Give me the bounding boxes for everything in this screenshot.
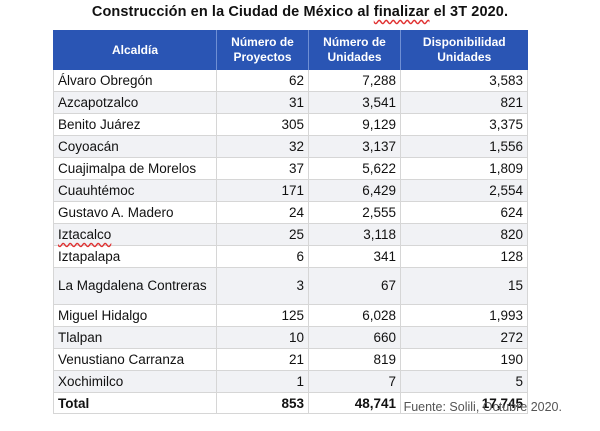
cell-alcaldia: Iztacalco (53, 223, 217, 246)
cell-numero-proyectos: 305 (216, 113, 309, 136)
cell-numero-unidades: 3,541 (308, 91, 401, 114)
cell-alcaldia-text: Iztacalco (58, 227, 112, 242)
table-row: Cuauhtémoc 171 6,429 2,554 (53, 179, 528, 202)
table-row: Iztacalco 25 3,118 820 (53, 223, 528, 246)
cell-alcaldia: Cuajimalpa de Morelos (53, 157, 217, 180)
cell-numero-unidades: 660 (308, 326, 401, 349)
table-title-end: el 3T 2020. (429, 4, 509, 20)
cell-numero-proyectos: 32 (216, 135, 309, 158)
cell-numero-unidades: 6,028 (308, 304, 401, 327)
cell-alcaldia: Gustavo A. Madero (53, 201, 217, 224)
table-row: Cuajimalpa de Morelos 37 5,622 1,809 (53, 157, 528, 180)
cell-disponibilidad-unidades: 624 (400, 201, 528, 224)
cell-numero-proyectos: 31 (216, 91, 309, 114)
cell-disponibilidad-unidades: 3,375 (400, 113, 528, 136)
cell-alcaldia: La Magdalena Contreras (53, 267, 217, 305)
cell-disponibilidad-unidades: 2,554 (400, 179, 528, 202)
cell-alcaldia: Tlalpan (53, 326, 217, 349)
header-numero-unidades: Número de Unidades (308, 30, 401, 70)
header-numero-proyectos: Número de Proyectos (216, 30, 309, 70)
cell-alcaldia: Cuauhtémoc (53, 179, 217, 202)
cell-numero-proyectos: 125 (216, 304, 309, 327)
cell-disponibilidad-unidades: 1,993 (400, 304, 528, 327)
table-row: Miguel Hidalgo 125 6,028 1,993 (53, 304, 528, 327)
cell-numero-unidades: 3,118 (308, 223, 401, 246)
table-row: Gustavo A. Madero 24 2,555 624 (53, 201, 528, 224)
cell-numero-unidades: 3,137 (308, 135, 401, 158)
total-disponibilidad: 17,745 (400, 392, 528, 414)
cell-disponibilidad-unidades: 3,583 (400, 70, 528, 92)
table-title: Construcción en la Ciudad de México al f… (0, 4, 600, 20)
total-unidades: 48,741 (308, 392, 401, 414)
cell-numero-proyectos: 21 (216, 348, 309, 371)
cell-numero-unidades: 6,429 (308, 179, 401, 202)
cell-disponibilidad-unidades: 272 (400, 326, 528, 349)
cell-disponibilidad-unidades: 5 (400, 370, 528, 393)
table-row: Azcapotzalco 31 3,541 821 (53, 91, 528, 114)
cell-disponibilidad-unidades: 1,556 (400, 135, 528, 158)
cell-numero-unidades: 341 (308, 245, 401, 268)
header-alcaldia: Alcaldía (53, 30, 217, 70)
cell-numero-proyectos: 24 (216, 201, 309, 224)
cell-disponibilidad-unidades: 190 (400, 348, 528, 371)
table-row: Venustiano Carranza 21 819 190 (53, 348, 528, 371)
cell-alcaldia: Iztapalapa (53, 245, 217, 268)
cell-numero-proyectos: 25 (216, 223, 309, 246)
cell-numero-proyectos: 1 (216, 370, 309, 393)
cell-disponibilidad-unidades: 820 (400, 223, 528, 246)
table-row: Coyoacán 32 3,137 1,556 (53, 135, 528, 158)
table-row: Xochimilco 1 7 5 (53, 370, 528, 393)
construction-table: Alcaldía Número de Proyectos Número de U… (53, 30, 528, 414)
cell-alcaldia: Azcapotzalco (53, 91, 217, 114)
header-disponibilidad-unidades: Disponibilidad Unidades (400, 30, 528, 70)
cell-disponibilidad-unidades: 1,809 (400, 157, 528, 180)
table-title-start: Construcción en la Ciudad de México al (91, 4, 374, 20)
cell-numero-unidades: 7,288 (308, 70, 401, 92)
cell-alcaldia: Venustiano Carranza (53, 348, 217, 371)
cell-numero-unidades: 5,622 (308, 157, 401, 180)
cell-numero-proyectos: 37 (216, 157, 309, 180)
total-proyectos: 853 (216, 392, 309, 414)
table-row: Tlalpan 10 660 272 (53, 326, 528, 349)
cell-numero-unidades: 2,555 (308, 201, 401, 224)
cell-alcaldia: Coyoacán (53, 135, 217, 158)
table-row: Benito Juárez 305 9,129 3,375 (53, 113, 528, 136)
table-body: Álvaro Obregón 62 7,288 3,583 Azcapotzalco 31… (53, 70, 528, 393)
total-label: Total (53, 392, 217, 414)
cell-alcaldia: Xochimilco (53, 370, 217, 393)
cell-numero-unidades: 819 (308, 348, 401, 371)
cell-alcaldia: Miguel Hidalgo (53, 304, 217, 327)
cell-numero-proyectos: 3 (216, 267, 309, 305)
table-title-flagged-word: finalizar (373, 4, 430, 20)
cell-numero-unidades: 7 (308, 370, 401, 393)
cell-numero-proyectos: 6 (216, 245, 309, 268)
source-note: Fuente: Solili, Octubre 2020. (403, 400, 562, 414)
cell-numero-unidades: 67 (308, 267, 401, 305)
table-row: Álvaro Obregón 62 7,288 3,583 (53, 70, 528, 92)
cell-disponibilidad-unidades: 15 (400, 267, 528, 305)
table-row: Iztapalapa 6 341 128 (53, 245, 528, 268)
cell-disponibilidad-unidades: 128 (400, 245, 528, 268)
cell-alcaldia: Álvaro Obregón (53, 70, 217, 92)
cell-numero-unidades: 9,129 (308, 113, 401, 136)
table-total-row: Total 853 48,741 17,745 (53, 392, 528, 414)
cell-alcaldia: Benito Juárez (53, 113, 217, 136)
cell-disponibilidad-unidades: 821 (400, 91, 528, 114)
table-header-row: Alcaldía Número de Proyectos Número de U… (53, 30, 528, 70)
cell-numero-proyectos: 10 (216, 326, 309, 349)
table-row: La Magdalena Contreras 3 67 15 (53, 267, 528, 305)
cell-numero-proyectos: 62 (216, 70, 309, 92)
cell-numero-proyectos: 171 (216, 179, 309, 202)
